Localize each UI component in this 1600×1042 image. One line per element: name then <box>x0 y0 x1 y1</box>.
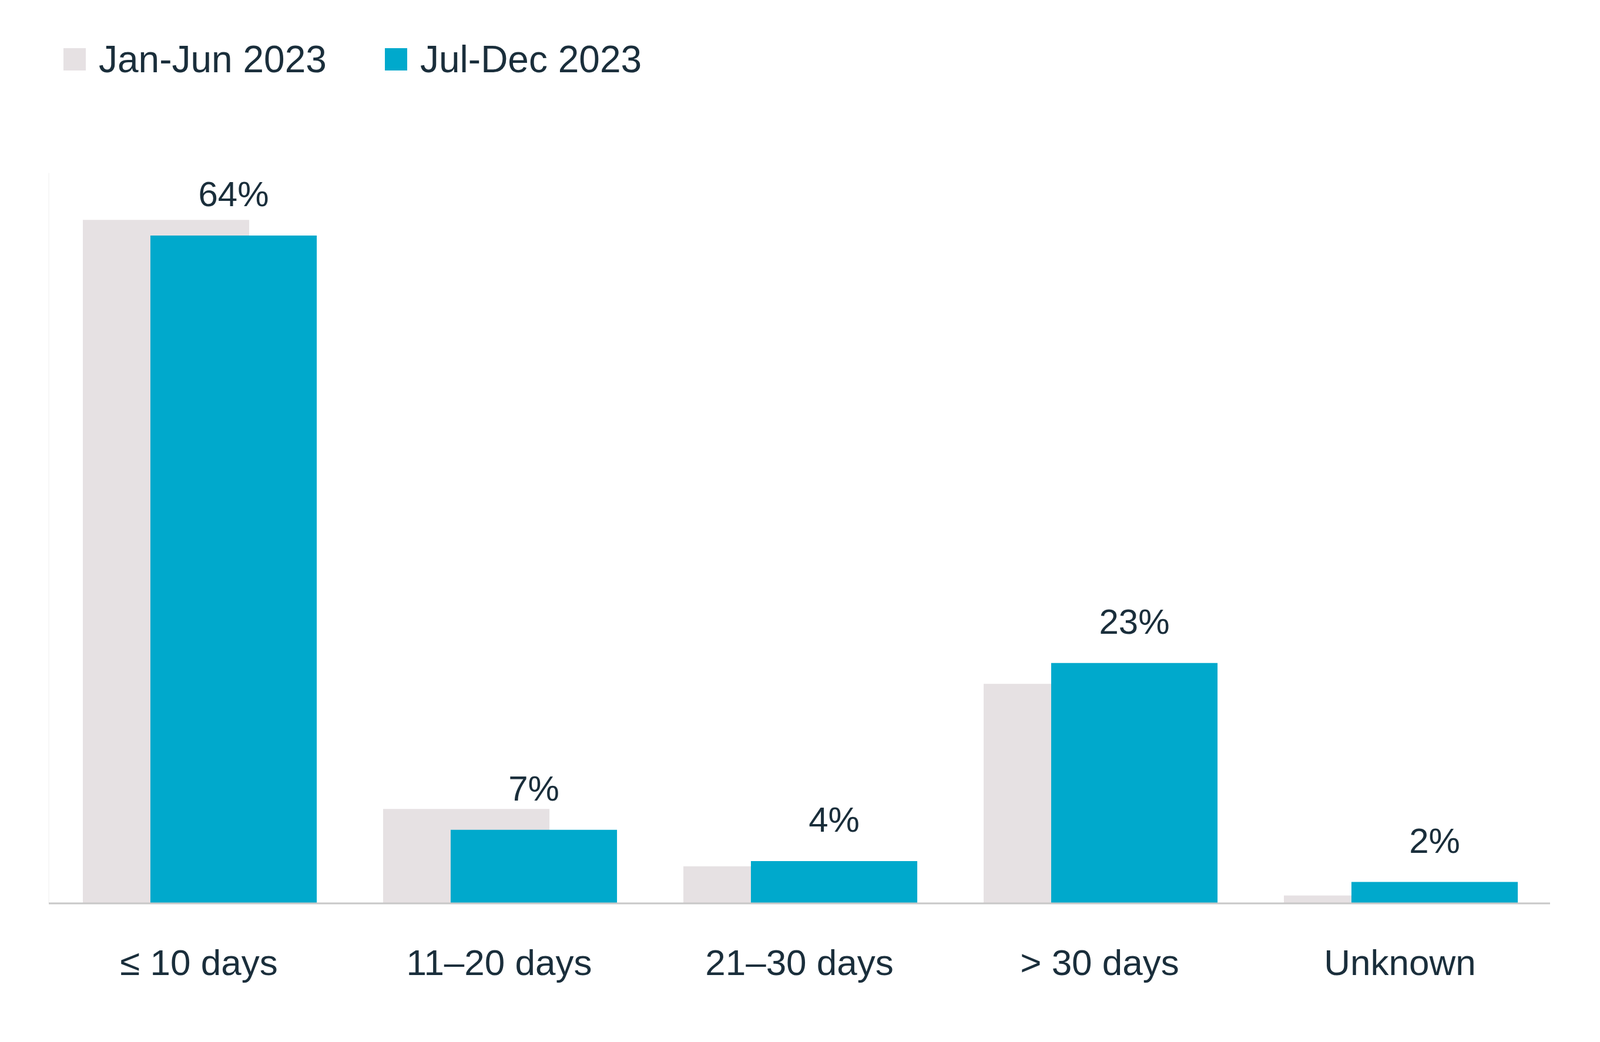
data-label: 7% <box>508 769 560 809</box>
x-tick-label: > 30 days <box>1020 942 1180 984</box>
legend-label: Jan-Jun 2023 <box>98 38 327 81</box>
chart-container: 64% 7% 4% 23% 2% ≤ 10 days 11–20 days 21–30 day… <box>0 0 1600 1042</box>
y-axis-line <box>48 173 50 904</box>
x-tick-label: 11–20 days <box>406 942 593 984</box>
data-label: 64% <box>198 174 269 214</box>
bars <box>82 219 1518 904</box>
data-label: 2% <box>1409 821 1461 861</box>
bar <box>750 861 918 904</box>
x-tick-label: ≤ 10 days <box>119 942 278 984</box>
legend-swatch <box>63 48 86 71</box>
data-label: 4% <box>808 800 860 840</box>
data-label: 23% <box>1098 602 1170 642</box>
bar <box>450 830 617 904</box>
legend-swatch <box>384 48 408 71</box>
x-axis-line <box>48 903 1551 905</box>
chart-svg: 64% 7% 4% 23% 2% ≤ 10 days 11–20 days 21–30 day… <box>0 0 1600 1042</box>
x-tick-label: Unknown <box>1323 942 1476 984</box>
data-labels: 64% 7% 4% 23% 2% <box>198 174 1460 861</box>
x-tick-label: 21–30 days <box>705 942 894 984</box>
bar <box>1351 882 1518 904</box>
legend-label: Jul-Dec 2023 <box>420 38 642 81</box>
legend: Jan-Jun 2023 Jul-Dec 2023 <box>63 38 642 81</box>
bar <box>1051 663 1218 904</box>
bar <box>150 235 317 904</box>
